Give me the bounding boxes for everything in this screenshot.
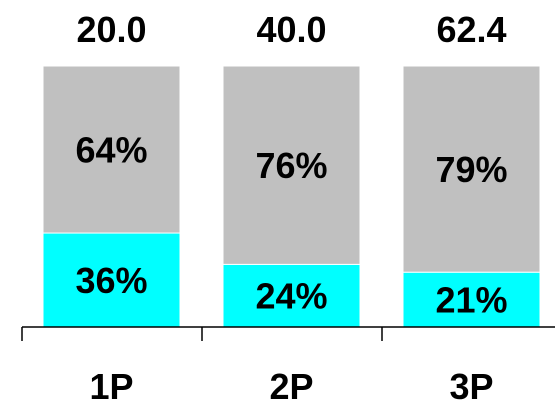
segment-label: 21%	[435, 280, 507, 321]
category-label: 3P	[449, 366, 493, 406]
category-label: 2P	[269, 366, 313, 406]
total-label: 20.0	[76, 9, 146, 50]
segment-label: 36%	[75, 260, 147, 301]
segment-label: 76%	[255, 145, 327, 186]
x-axis	[22, 327, 555, 341]
total-label: 40.0	[256, 9, 326, 50]
segment-label: 24%	[255, 276, 327, 317]
total-label: 62.4	[436, 9, 506, 50]
segment-label: 79%	[435, 149, 507, 190]
segment-label: 64%	[75, 130, 147, 171]
category-label: 1P	[89, 366, 133, 406]
